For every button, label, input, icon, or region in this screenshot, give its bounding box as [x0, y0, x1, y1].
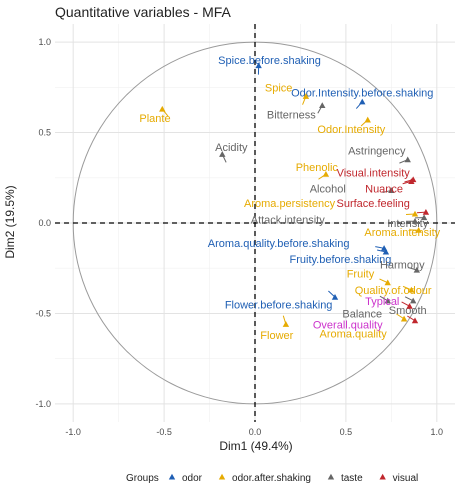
- marker-Spice: [302, 93, 310, 99]
- marker-Plante: [159, 105, 166, 112]
- marker-Flower: [282, 321, 290, 327]
- marker-Attack.intensity: [420, 214, 428, 221]
- legend: Groups odor odor.after.shaking taste visual: [126, 473, 418, 484]
- marker-Intensity: [411, 217, 419, 224]
- label-Bitterness: Bitterness: [267, 109, 316, 121]
- marker-Aroma.intensity: [415, 227, 422, 233]
- label-Aroma.intensity: Aroma.intensity: [364, 227, 440, 239]
- marker-Odor.Intensity: [364, 116, 371, 123]
- marker-Fruity: [384, 279, 391, 286]
- label-Aroma.quality: Aroma.quality: [320, 328, 388, 340]
- label-Odor.Intensity.before.shaking: Odor.Intensity.before.shaking: [291, 88, 433, 100]
- legend-label-odor: odor: [182, 473, 203, 484]
- marker-Nuance: [408, 178, 415, 184]
- label-Flower: Flower: [260, 330, 293, 342]
- legend-label-odor.after.shaking: odor.after.shaking: [232, 473, 311, 484]
- label-Aroma.quality.before.shaking: Aroma.quality.before.shaking: [208, 238, 350, 250]
- x-tick-label: 1.0: [431, 427, 444, 437]
- legend-item-taste: taste: [327, 473, 363, 484]
- label-Overall.quality: Overall.quality: [313, 319, 383, 331]
- marker-Phenolic: [322, 170, 330, 177]
- marker-Astringency: [404, 156, 411, 163]
- marker-Alcohol: [388, 187, 395, 193]
- marker-Odor.Intensity.before.shaking: [359, 98, 366, 105]
- label-Spice: Spice: [265, 82, 293, 94]
- y-tick-label: -1.0: [35, 399, 51, 409]
- marker-Harmony: [413, 266, 421, 273]
- label-Fruity: Fruity: [347, 269, 375, 281]
- label-Nuance: Nuance: [365, 184, 403, 196]
- label-Phenolic: Phenolic: [296, 162, 339, 174]
- marker-Spice.before.shaking: [255, 62, 262, 69]
- legend-key-odor.after.shaking: [218, 473, 226, 480]
- label-Odor.Intensity: Odor.Intensity: [317, 124, 385, 136]
- label-Spice.before.shaking: Spice.before.shaking: [218, 55, 321, 67]
- label-Acidity: Acidity: [215, 142, 248, 154]
- marker-Bitterness: [319, 102, 326, 108]
- legend-label-visual: visual: [393, 473, 419, 484]
- label-Aroma.persistency: Aroma.persistency: [244, 198, 336, 210]
- label-Plante: Plante: [139, 113, 170, 125]
- legend-item-odor: odor: [168, 473, 203, 484]
- label-Visual.intensity: Visual.intensity: [337, 167, 411, 179]
- x-axis-title: Dim1 (49.4%): [219, 439, 292, 453]
- legend-key-taste: [327, 473, 335, 480]
- legend-label-taste: taste: [341, 473, 363, 484]
- marker-Smooth: [409, 297, 417, 304]
- x-tick-label: 0.5: [340, 427, 353, 437]
- marker-Balance: [384, 297, 391, 304]
- legend-item-odor.after.shaking: odor.after.shaking: [218, 473, 311, 484]
- marker-Overall.quality: [411, 317, 419, 324]
- y-tick-label: 0.0: [38, 218, 51, 228]
- y-tick-label: -0.5: [35, 308, 51, 318]
- label-Attack.intensity: Attack.intensity: [251, 214, 325, 226]
- y-tick-label: 1.0: [38, 37, 51, 47]
- label-Typical: Typical: [365, 296, 399, 308]
- marker-Quality.of.odour: [408, 286, 415, 293]
- label-Smooth: Smooth: [389, 305, 427, 317]
- label-Intensity: Intensity: [387, 218, 428, 230]
- x-tick-label: -1.0: [65, 427, 81, 437]
- marker-Acidity: [219, 151, 226, 157]
- label-Flower.before.shaking: Flower.before.shaking: [225, 299, 333, 311]
- legend-key-odor: [168, 473, 176, 480]
- y-axis-title: Dim2 (19.5%): [3, 185, 17, 258]
- marker-Aroma.quality: [400, 315, 408, 322]
- marker-Fruity.before.shaking: [382, 248, 390, 255]
- marker-Flower.before.shaking: [331, 293, 339, 300]
- x-tick-label: 0.0: [249, 427, 262, 437]
- marker-Aroma.persistency: [411, 210, 419, 217]
- label-Alcohol: Alcohol: [310, 184, 346, 196]
- label-Quality.of.odour: Quality.of.odour: [355, 285, 432, 297]
- plot-area: -1.0 -0.5 0.0 0.5 1.0 -1.0 -0.5 0.0 0.5 1.0 Spice.…: [35, 24, 455, 437]
- y-tick-label: 0.5: [38, 128, 51, 138]
- marker-Typical: [406, 303, 413, 309]
- legend-item-visual: visual: [379, 473, 418, 484]
- label-Harmony: Harmony: [380, 260, 425, 272]
- label-Surface.feeling: Surface.feeling: [336, 198, 409, 210]
- legend-title: Groups: [126, 473, 159, 484]
- x-tick-label: -0.5: [156, 427, 172, 437]
- legend-key-visual: [379, 473, 386, 480]
- label-Fruity.before.shaking: Fruity.before.shaking: [290, 254, 392, 266]
- chart-title: Quantitative variables - MFA: [55, 4, 232, 20]
- marker-Surface.feeling: [422, 208, 430, 215]
- label-Balance: Balance: [342, 308, 382, 320]
- label-Astringency: Astringency: [348, 146, 406, 158]
